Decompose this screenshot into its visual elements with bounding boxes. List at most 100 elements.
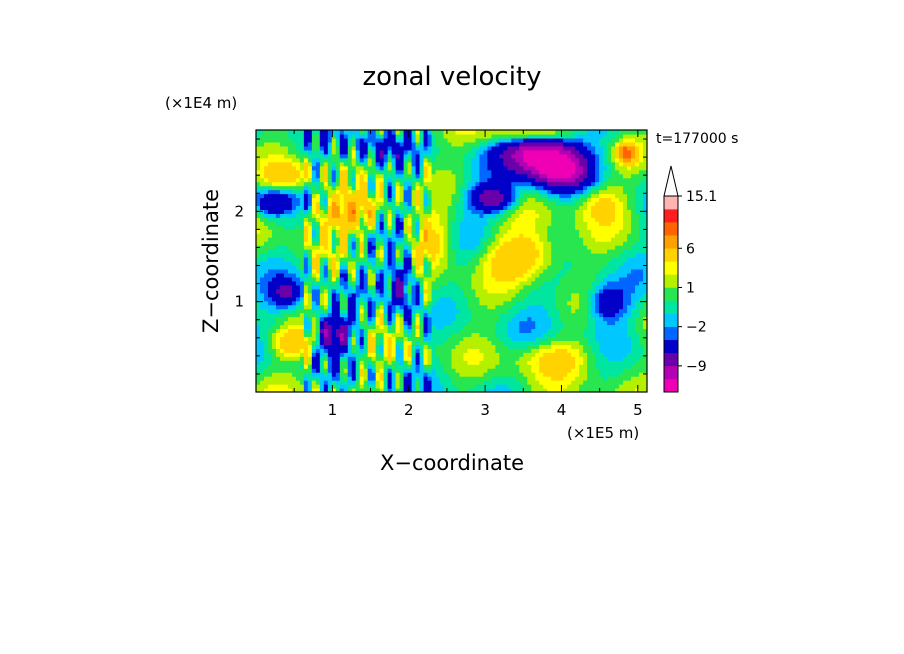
field-cell <box>303 217 309 222</box>
field-cell <box>471 181 477 187</box>
field-cell <box>427 181 433 187</box>
field-cell <box>271 237 277 242</box>
field-cell <box>299 380 305 385</box>
field-cell <box>311 229 317 234</box>
field-cell <box>471 360 477 365</box>
field-cell <box>447 145 453 151</box>
field-cell <box>287 328 293 334</box>
field-cell <box>299 237 305 242</box>
field-cell <box>391 225 397 230</box>
field-cell <box>487 245 492 250</box>
field-cell <box>279 372 285 377</box>
field-cell <box>483 372 489 377</box>
field-cell <box>319 320 325 326</box>
field-cell <box>271 177 277 183</box>
field-cell <box>419 225 425 230</box>
field-cell <box>443 344 449 349</box>
field-cell <box>523 332 528 338</box>
field-cell <box>371 253 377 258</box>
field-cell <box>283 157 289 163</box>
field-cell <box>451 312 457 318</box>
field-cell <box>355 288 361 294</box>
field-cell <box>267 185 273 191</box>
field-cell <box>327 364 333 369</box>
field-cell <box>531 130 536 135</box>
field-cell <box>391 249 397 254</box>
field-cell <box>283 149 289 155</box>
field-cell <box>311 137 317 143</box>
field-cell <box>327 249 333 254</box>
field-cell <box>439 149 445 155</box>
field-cell <box>419 245 425 250</box>
field-cell <box>395 169 401 175</box>
field-cell <box>547 304 552 310</box>
field-cell <box>467 133 473 139</box>
field-cell <box>279 149 285 155</box>
field-cell <box>435 197 441 203</box>
field-cell <box>419 264 425 270</box>
field-cell <box>367 336 373 341</box>
field-cell <box>291 364 297 369</box>
field-cell <box>367 141 373 147</box>
field-cell <box>359 376 365 381</box>
field-cell <box>271 368 277 373</box>
field-cell <box>443 249 449 254</box>
field-cell <box>299 241 305 246</box>
field-cell <box>379 245 385 250</box>
field-cell <box>431 257 437 262</box>
field-cell <box>259 241 265 246</box>
field-cell <box>379 249 385 254</box>
field-cell <box>527 320 532 326</box>
field-cell <box>419 376 425 381</box>
field-cell <box>256 213 261 218</box>
field-cell <box>403 296 409 302</box>
field-cell <box>403 276 409 282</box>
field-cell <box>275 272 281 278</box>
field-cell <box>531 193 536 199</box>
field-cell <box>256 264 261 270</box>
field-cell <box>275 245 281 250</box>
field-cell <box>279 388 285 392</box>
field-cell <box>531 157 536 163</box>
field-cell <box>447 372 453 377</box>
field-cell <box>315 153 321 159</box>
field-cell <box>307 241 313 246</box>
field-cell <box>383 261 389 266</box>
field-cell <box>467 185 473 191</box>
field-cell <box>443 364 449 369</box>
field-cell <box>411 137 417 143</box>
field-cell <box>319 384 325 389</box>
field-cell <box>443 237 449 242</box>
field-cell <box>435 149 441 155</box>
field-cell <box>483 384 489 389</box>
field-cell <box>495 189 500 195</box>
field-cell <box>303 233 309 238</box>
field-cell <box>471 328 477 334</box>
field-cell <box>447 233 453 238</box>
field-cell <box>323 153 329 159</box>
field-cell <box>283 225 289 230</box>
field-cell <box>447 229 453 234</box>
field-cell <box>455 368 461 373</box>
field-cell <box>367 213 373 218</box>
field-cell <box>319 245 325 250</box>
field-cell <box>291 336 297 341</box>
field-cell <box>543 380 548 385</box>
field-cell <box>379 221 385 226</box>
field-cell <box>395 241 401 246</box>
field-cell <box>283 372 289 377</box>
field-cell <box>403 205 409 210</box>
field-cell <box>531 316 536 322</box>
field-cell <box>387 229 393 234</box>
field-cell <box>519 217 524 222</box>
field-cell <box>403 364 409 369</box>
field-cell <box>475 177 481 183</box>
field-cell <box>339 340 345 345</box>
field-cell <box>287 149 293 155</box>
field-cell <box>371 280 377 286</box>
field-cell <box>259 213 265 218</box>
field-cell <box>331 177 337 183</box>
field-cell <box>535 165 540 171</box>
field-cell <box>343 253 349 258</box>
field-cell <box>463 344 469 349</box>
